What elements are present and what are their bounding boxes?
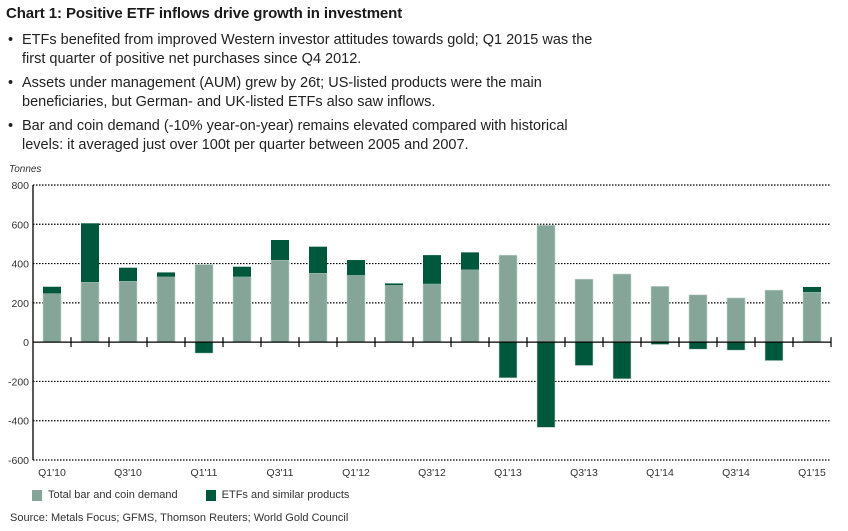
bullet-icon: •	[8, 32, 14, 48]
etf-bar	[157, 272, 175, 277]
bullet-item: • Assets under management (AUM) grew by 2…	[8, 75, 542, 110]
etf-bar	[119, 267, 137, 282]
bar-coin-bar	[308, 272, 328, 343]
source-note: Source: Metals Focus; GFMS, Thomson Reut…	[10, 512, 349, 524]
bar-coin-bar	[764, 289, 784, 343]
etf-bar	[81, 223, 99, 283]
etf-bar	[803, 286, 821, 293]
bar-coin-bar	[422, 283, 442, 343]
bar-coin-bar	[80, 281, 100, 343]
bullet-list: • ETFs benefited from improved Western in…	[6, 31, 606, 160]
x-tick-label: Q1'14	[646, 467, 674, 479]
legend-swatch-bar-coin	[32, 489, 42, 501]
legend-label: Total bar and coin demand	[48, 489, 178, 501]
bar-coin-bar	[270, 259, 290, 343]
bar-coin-bar	[802, 291, 822, 343]
etf-bar	[764, 341, 784, 361]
x-tick-label: Q3'13	[570, 467, 598, 479]
x-tick-label: Q1'11	[191, 467, 218, 479]
x-tick-label: Q3'10	[114, 467, 142, 479]
etf-bar	[233, 266, 251, 277]
y-tick-label: -400	[8, 416, 29, 428]
etf-bar	[194, 341, 214, 354]
y-tick-label: -200	[8, 376, 29, 388]
etf-bar	[309, 246, 327, 273]
etf-bar	[271, 240, 289, 261]
y-tick-label: 800	[11, 180, 29, 192]
x-tick-label: Q1'10	[38, 467, 66, 479]
bar-coin-bar	[726, 297, 746, 343]
legend: Total bar and coin demand ETFs and simil…	[32, 489, 349, 501]
y-tick-labels: 800 600 400 200 0 -200 -400 -600	[8, 180, 29, 467]
bullet-item: • ETFs benefited from improved Western in…	[8, 32, 593, 67]
y-tick-label: -600	[8, 455, 29, 467]
y-axis-label: Tonnes	[9, 164, 42, 175]
bullet-icon: •	[8, 118, 14, 134]
etf-bar	[385, 283, 403, 286]
bar-coin-bar	[42, 293, 62, 343]
axes	[32, 185, 832, 460]
y-tick-label: 600	[11, 219, 29, 231]
x-tick-label: Q1'13	[494, 467, 522, 479]
etf-bar	[688, 341, 708, 350]
bullet-icon: •	[8, 75, 14, 91]
x-tick-label: Q3'11	[267, 467, 294, 479]
etf-bar	[726, 341, 746, 351]
bar-coin-bar	[118, 280, 138, 343]
x-tick-label: Q3'12	[418, 467, 446, 479]
bar-coin-bar	[232, 276, 252, 343]
bar-coin-bar	[612, 273, 632, 343]
bar-coin-bar	[536, 224, 556, 343]
bullet-item: • Bar and coin demand (-10% year-on-year)…	[8, 118, 568, 153]
legend-item-bar-coin: Total bar and coin demand	[32, 489, 178, 501]
bar-coin-bar	[460, 269, 480, 343]
y-tick-label: 400	[11, 259, 29, 271]
bar-coin-bar	[194, 264, 214, 343]
x-tick-label: Q3'14	[722, 467, 750, 479]
legend-swatch-etf	[205, 489, 216, 501]
etf-bar	[498, 341, 518, 379]
bar-coin-bar	[688, 294, 708, 343]
y-tick-label: 0	[23, 337, 29, 349]
x-tick-label: Q1'12	[342, 467, 370, 479]
bar-coin-bar	[574, 278, 594, 343]
bar-coin-bar	[346, 274, 366, 343]
etf-bar	[536, 341, 556, 428]
etf-bar	[574, 341, 594, 366]
bar-coin-bar	[498, 254, 518, 343]
chart-title: Chart 1: Positive ETF inflows drive grow…	[6, 5, 403, 22]
bar-coin-bar	[156, 276, 176, 343]
etf-bar	[347, 260, 365, 276]
etf-bar	[423, 255, 441, 284]
bars	[42, 223, 822, 428]
bar-coin-bar	[650, 286, 670, 343]
x-tick-labels: Q1'10 Q3'10 Q1'11 Q3'11 Q1'12 Q3'12 Q1'13 Q3'13…	[38, 467, 826, 479]
etf-bar	[612, 341, 632, 380]
x-tick-label: Q1'15	[798, 467, 826, 479]
y-tick-label: 200	[11, 298, 29, 310]
bar-coin-bar	[384, 284, 404, 343]
legend-item-etf: ETFs and similar products	[205, 489, 350, 501]
legend-label: ETFs and similar products	[221, 489, 350, 501]
etf-bar	[43, 286, 61, 294]
etf-bar	[461, 252, 479, 270]
